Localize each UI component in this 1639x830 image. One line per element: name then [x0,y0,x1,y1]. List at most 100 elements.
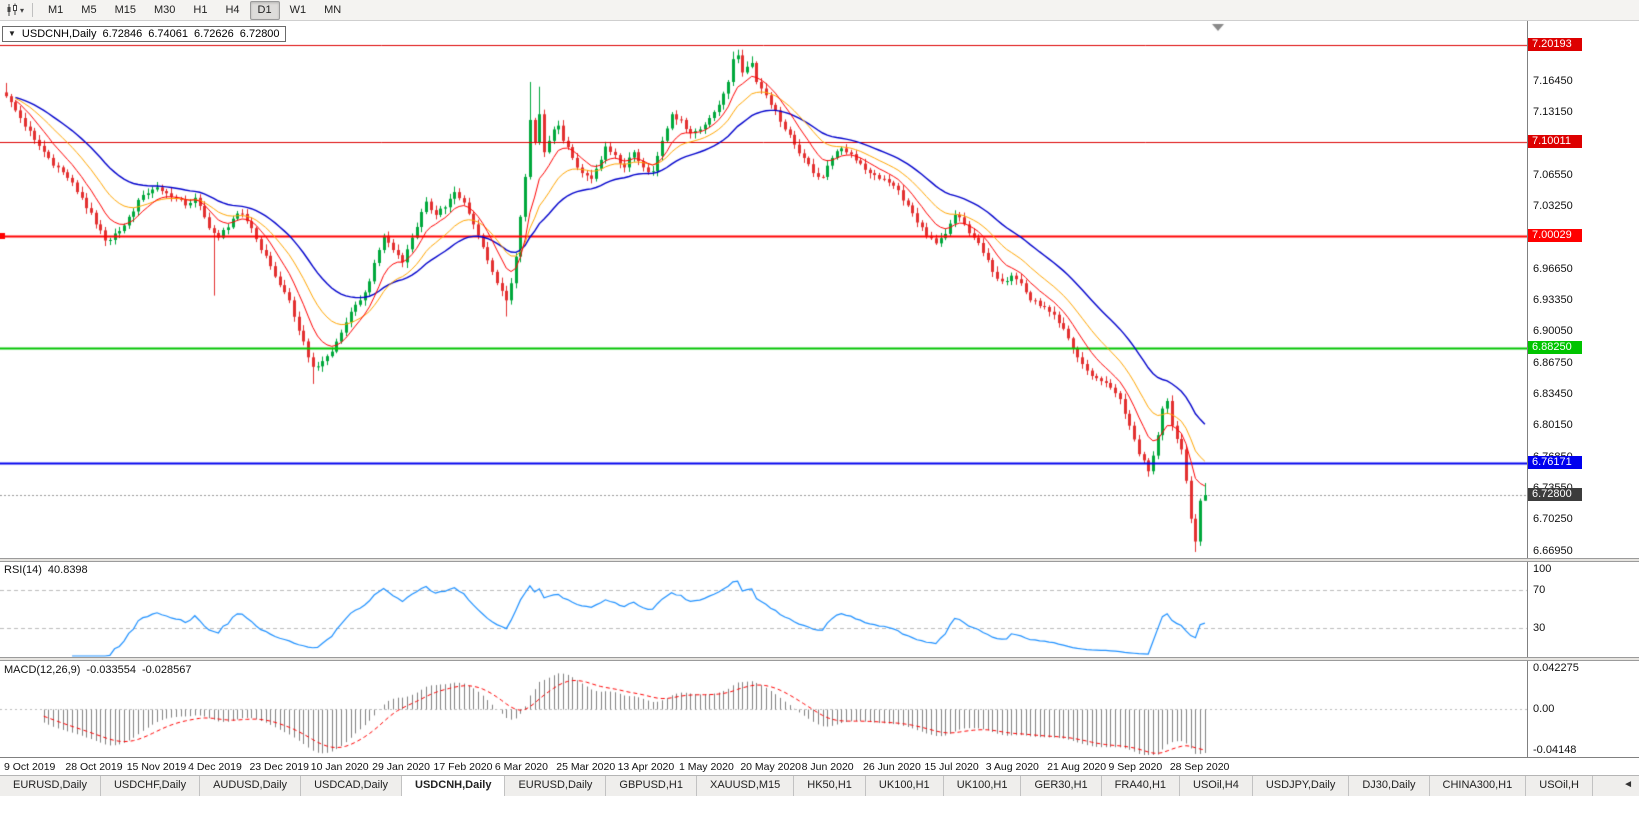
date-axis-label: 13 Apr 2020 [617,761,675,773]
price-axis-tick: 6.83450 [1533,387,1573,400]
chart-tab-hk50-h1[interactable]: HK50,H1 [794,776,866,796]
chart-tab-usdcnh-daily[interactable]: USDCNH,Daily [402,776,506,796]
price-axis-tick: 6.80150 [1533,419,1573,432]
date-axis-label: 26 Jun 2020 [863,761,921,773]
candlestick-chart-icon[interactable] [4,2,22,18]
chart-type-dropdown-icon[interactable]: ▾ [20,5,25,15]
rsi-header: RSI(14) 40.8398 [4,564,88,576]
price-axis-tick: 6.93350 [1533,293,1573,306]
toolbar-separator [32,3,34,17]
chart-tab-usoil-h[interactable]: USOil,H [1526,776,1593,796]
chart-tab-fra40-h1[interactable]: FRA40,H1 [1102,776,1181,796]
price-axis[interactable]: 7.164507.131507.098507.065507.032506.999… [1527,21,1639,757]
chart-window: ▼ USDCNH,Daily 6.72846 6.74061 6.72626 6… [0,21,1639,757]
macd-signal-value: -0.028567 [141,664,192,676]
timeframe-button-m30[interactable]: M30 [153,3,176,16]
price-level-badge: 7.10011 [1528,134,1582,148]
date-axis-label: 15 Jul 2020 [924,761,979,773]
date-axis-label: 20 May 2020 [740,761,802,773]
ohlc-open: 6.72846 [102,28,143,40]
chart-tab-ger30-h1[interactable]: GER30,H1 [1021,776,1102,796]
macd-header: MACD(12,26,9) -0.033554 -0.028567 [4,664,192,676]
macd-axis-label: -0.04148 [1533,744,1577,756]
ohlc-low: 6.72626 [194,28,234,40]
price-level-badge: 7.20193 [1528,38,1582,51]
chart-tab-usdchf-daily[interactable]: USDCHF,Daily [101,776,201,796]
macd-name: MACD(12,26,9) [4,664,81,676]
date-axis-label: 15 Nov 2019 [126,761,187,773]
price-axis-tick: 6.66950 [1533,544,1573,557]
date-axis-label: 10 Jan 2020 [310,761,369,773]
date-axis-label: 8 Jun 2020 [801,761,854,773]
chart-tab-usdjpy-daily[interactable]: USDJPY,Daily [1253,776,1350,796]
rsi-value: 40.8398 [47,564,88,576]
rsi-axis-label: 30 [1533,621,1546,634]
rsi-axis-label: 100 [1533,563,1552,575]
candlestick-glyph [7,3,17,16]
macd-axis-label: 0.00 [1533,703,1555,715]
date-axis-label: 25 Mar 2020 [556,761,616,773]
pane-splitter-rsi[interactable] [0,558,1639,562]
chart-tab-uk100-h1[interactable]: UK100,H1 [866,776,944,796]
macd-axis-label: 0.042275 [1533,662,1579,674]
timeframe-button-m15[interactable]: M15 [114,3,136,16]
collapse-icon[interactable]: ▼ [8,29,16,38]
chart-tab-eurusd-daily[interactable]: EURUSD,Daily [0,776,101,796]
price-axis-tick: 7.13150 [1533,105,1573,118]
date-axis-label: 28 Oct 2019 [65,761,123,773]
timeframe-button-m5[interactable]: M5 [81,3,97,16]
chart-symbol-label: USDCNH,Daily [21,28,97,40]
price-axis-tick: 7.03250 [1533,199,1573,212]
rsi-name: RSI(14) [4,564,42,576]
chart-tab-dj30-daily[interactable]: DJ30,Daily [1349,776,1430,796]
ohlc-close: 6.72800 [239,28,280,40]
tab-scroll-left-icon[interactable]: ◄ [1619,778,1637,791]
timeframe-button-w1[interactable]: W1 [289,3,307,16]
chart-tab-china300-h1[interactable]: CHINA300,H1 [1430,776,1527,796]
ohlc-high: 6.74061 [148,28,189,40]
chart-tab-gbpusd-h1[interactable]: GBPUSD,H1 [606,776,697,796]
date-axis-label: 21 Aug 2020 [1047,761,1107,773]
bid-price-badge: 6.72800 [1528,487,1582,501]
date-axis-label: 9 Sep 2020 [1108,761,1163,773]
price-axis-tick: 6.70250 [1533,513,1573,526]
timeframe-button-mn[interactable]: MN [324,3,342,16]
date-axis-label: 17 Feb 2020 [433,761,493,773]
price-axis-tick: 7.16450 [1533,74,1573,87]
date-axis-label: 23 Dec 2019 [249,761,309,773]
chart-tab-uk100-h1[interactable]: UK100,H1 [944,776,1022,796]
date-axis-label: 1 May 2020 [678,761,734,773]
timeframe-button-h1[interactable]: H1 [193,3,208,16]
chart-tab-xauusd-m15[interactable]: XAUUSD,M15 [697,776,795,796]
price-axis-tick: 6.90050 [1533,325,1573,338]
chart-tab-audusd-daily[interactable]: AUDUSD,Daily [200,776,302,796]
date-axis-label: 28 Sep 2020 [1169,761,1230,773]
price-axis-tick: 7.06550 [1533,168,1573,181]
price-level-badge: 7.00029 [1528,229,1582,243]
timeframe-button-d1[interactable]: D1 [249,0,280,20]
ohlc-readout[interactable]: ▼ USDCNH,Daily 6.72846 6.74061 6.72626 6… [2,26,286,42]
date-axis-label: 6 Mar 2020 [494,761,548,773]
toolbar: ▾ M1 M5 M15 M30 H1 H4 D1 W1 MN [0,0,1639,21]
chart-tab-usdcad-daily[interactable]: USDCAD,Daily [301,776,403,796]
rsi-axis-label: 70 [1533,584,1546,597]
chart-tabs-bar: EURUSD,Daily USDCHF,Daily AUDUSD,Daily USDC… [0,775,1639,796]
chart-tab-eurusd-daily[interactable]: EURUSD,Daily [505,776,607,796]
pane-splitter-macd[interactable] [0,657,1639,661]
chart-tab-usoil-h4[interactable]: USOil,H4 [1180,776,1253,796]
timeframe-button-h4[interactable]: H4 [225,3,240,16]
price-axis-tick: 6.96650 [1533,262,1573,275]
price-axis-tick: 6.86750 [1533,356,1573,369]
macd-main-value: -0.033554 [86,664,136,676]
date-axis-label: 29 Jan 2020 [372,761,430,773]
price-level-badge: 6.88250 [1528,341,1582,355]
timeframe-group: M1 M5 M15 M30 H1 H4 D1 W1 MN [39,0,350,20]
chart-canvas[interactable] [0,21,1527,757]
price-level-badge: 6.76171 [1528,455,1582,469]
time-axis[interactable]: 9 Oct 2019 28 Oct 2019 15 Nov 2019 4 Dec 20… [0,757,1639,775]
date-axis-label: 4 Dec 2019 [188,761,242,773]
date-axis-label: 3 Aug 2020 [985,761,1039,773]
timeframe-button-m1[interactable]: M1 [48,3,64,16]
date-axis-label: 9 Oct 2019 [4,761,56,773]
